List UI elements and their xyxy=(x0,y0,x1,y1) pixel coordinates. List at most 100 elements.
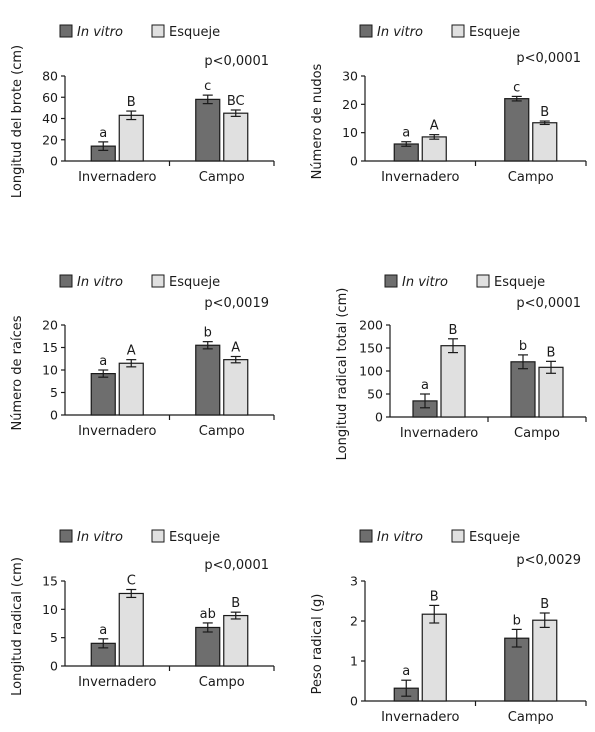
legend-swatch-2 xyxy=(451,529,465,543)
significance-letter: A xyxy=(430,119,439,134)
chart-panel-5: In vitro Esqueje p<0,0001 0 5 10 15 Longitud ra… xyxy=(10,529,275,696)
y-tick-label: 0 xyxy=(350,694,358,709)
x-tick-label: Invernadero xyxy=(381,170,459,185)
bar-esqueje xyxy=(421,613,447,702)
legend: In vitro Esqueje xyxy=(384,274,545,290)
legend-label-1: In vitro xyxy=(377,25,423,40)
y-tick-label: 10 xyxy=(42,602,58,617)
significance-letter: b xyxy=(519,339,527,354)
y-tick-label: 200 xyxy=(359,318,383,333)
legend-label-2: Esqueje xyxy=(469,530,520,545)
legend-swatch-1 xyxy=(359,529,373,543)
bar-in_vitro xyxy=(195,98,221,162)
bar-esqueje xyxy=(532,619,558,702)
y-tick-label: 20 xyxy=(342,97,358,112)
legend-swatch-2 xyxy=(451,24,465,38)
significance-letter: B xyxy=(430,589,439,604)
significance-letter: ab xyxy=(200,607,216,622)
legend: In vitro Esqueje xyxy=(59,529,220,545)
legend-swatch-1 xyxy=(59,274,73,288)
bar-esqueje xyxy=(118,362,144,416)
y-tick-label: 0 xyxy=(350,154,358,169)
legend-swatch-1 xyxy=(59,529,73,543)
legend-swatch-2 xyxy=(476,274,490,288)
bar-esqueje xyxy=(421,136,447,162)
bar-esqueje xyxy=(538,366,564,418)
y-tick-label: 5 xyxy=(50,630,58,645)
legend-label-2: Esqueje xyxy=(169,275,220,290)
chart-panel-3: In vitro Esqueje p<0,0019 0 5 10 15 20 Número de… xyxy=(10,274,275,439)
y-tick-label: 10 xyxy=(342,125,358,140)
y-tick-label: 15 xyxy=(42,574,58,589)
y-tick-label: 10 xyxy=(42,363,58,378)
significance-letter: B xyxy=(127,95,136,110)
bar-esqueje xyxy=(223,112,249,162)
p-value: p<0,0001 xyxy=(516,296,581,311)
legend-swatch-2 xyxy=(151,529,165,543)
significance-letter: C xyxy=(127,574,136,589)
p-value: p<0,0001 xyxy=(204,558,269,573)
legend-label-1: In vitro xyxy=(402,275,448,290)
bar-in_vitro xyxy=(195,344,221,416)
y-tick-label: 80 xyxy=(42,69,58,84)
x-tick-label: Campo xyxy=(514,426,560,441)
significance-letter: c xyxy=(204,79,211,94)
bar-in_vitro xyxy=(504,98,530,162)
legend-swatch-1 xyxy=(359,24,373,38)
x-tick-label: Campo xyxy=(199,170,245,185)
x-tick-label: Invernadero xyxy=(381,710,459,725)
legend: In vitro Esqueje xyxy=(59,274,220,290)
significance-letter: a xyxy=(99,126,107,141)
y-axis-label: Longitud radical total (cm) xyxy=(335,288,350,461)
bar-esqueje xyxy=(440,345,466,418)
y-axis-label: Longitud radical (cm) xyxy=(10,557,25,696)
bar-esqueje xyxy=(223,359,249,416)
y-tick-label: 1 xyxy=(350,654,358,669)
legend-label-1: In vitro xyxy=(377,530,423,545)
y-tick-label: 5 xyxy=(50,385,58,400)
y-tick-label: 40 xyxy=(42,111,58,126)
significance-letter: a xyxy=(99,354,107,369)
x-tick-label: Invernadero xyxy=(78,424,156,439)
significance-letter: b xyxy=(513,613,521,628)
legend-label-1: In vitro xyxy=(77,25,123,40)
p-value: p<0,0019 xyxy=(204,296,269,311)
legend-label-2: Esqueje xyxy=(494,275,545,290)
bar-esqueje xyxy=(118,114,144,162)
bar-in_vitro xyxy=(510,361,536,418)
bar-esqueje xyxy=(532,122,558,162)
legend-label-2: Esqueje xyxy=(169,25,220,40)
legend: In vitro Esqueje xyxy=(359,24,520,40)
significance-letter: BC xyxy=(227,94,245,109)
bar-in_vitro xyxy=(90,373,116,416)
p-value: p<0,0029 xyxy=(516,553,581,568)
y-tick-label: 50 xyxy=(367,387,383,402)
legend-swatch-2 xyxy=(151,274,165,288)
legend-swatch-1 xyxy=(384,274,398,288)
y-tick-label: 20 xyxy=(42,132,58,147)
y-tick-label: 20 xyxy=(42,318,58,333)
x-tick-label: Campo xyxy=(508,710,554,725)
legend-swatch-1 xyxy=(59,24,73,38)
x-tick-label: Invernadero xyxy=(78,170,156,185)
significance-letter: b xyxy=(204,326,212,341)
y-tick-label: 30 xyxy=(342,69,358,84)
legend-label-2: Esqueje xyxy=(169,530,220,545)
chart-panel-6: In vitro Esqueje p<0,0029 0 1 2 3 Peso radical … xyxy=(310,529,587,725)
bar-in_vitro xyxy=(504,637,530,702)
significance-letter: B xyxy=(449,323,458,338)
bar-in_vitro xyxy=(195,626,221,667)
y-tick-label: 15 xyxy=(42,340,58,355)
significance-letter: A xyxy=(127,344,136,359)
significance-letter: B xyxy=(231,596,240,611)
p-value: p<0,0001 xyxy=(516,51,581,66)
y-axis-label: Peso radical (g) xyxy=(310,594,325,695)
significance-letter: B xyxy=(540,105,549,120)
p-value: p<0,0001 xyxy=(204,54,269,69)
significance-letter: a xyxy=(402,126,410,141)
y-tick-label: 0 xyxy=(50,659,58,674)
significance-letter: A xyxy=(231,341,240,356)
y-tick-label: 0 xyxy=(50,154,58,169)
y-axis-label: Longitud del brote (cm) xyxy=(10,45,25,198)
chart-panel-1: In vitro Esqueje p<0,0001 0 20 40 60 80 Longitud… xyxy=(10,24,275,198)
